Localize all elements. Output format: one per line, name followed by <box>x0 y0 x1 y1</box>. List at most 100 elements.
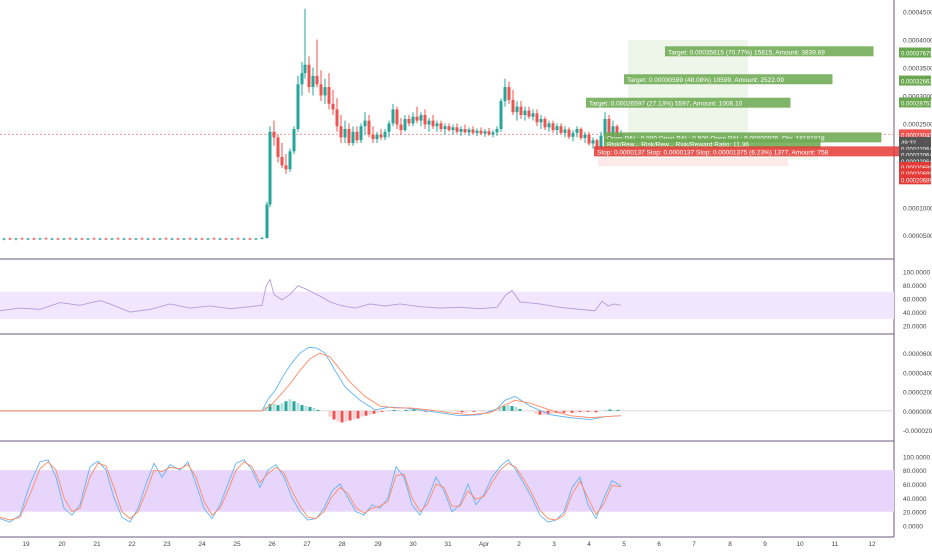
candle <box>399 117 403 135</box>
time-tick-label: 20 <box>58 541 66 548</box>
candle <box>323 78 327 104</box>
candle <box>140 237 144 240</box>
trade-label-box <box>624 74 833 85</box>
time-tick-label: 6 <box>657 541 661 548</box>
candle <box>535 109 539 127</box>
candle <box>104 237 108 240</box>
candle <box>527 106 531 119</box>
candle-body <box>188 238 192 240</box>
price-pane: Target: 0.00035615 (70.77%) 15615, Amoun… <box>0 8 932 241</box>
candle-body <box>395 109 399 125</box>
candle <box>300 61 304 96</box>
candle-body <box>265 204 269 239</box>
macd-histogram-bar <box>424 410 428 412</box>
macd-histogram-bar <box>276 405 280 411</box>
candle-body <box>599 135 603 149</box>
candle-body <box>331 103 335 110</box>
macd-histogram-bar <box>376 410 380 413</box>
time-tick-label: 2 <box>517 541 521 548</box>
candle-body <box>375 134 379 140</box>
macd-histogram-bar <box>594 410 598 413</box>
macd-histogram-bar <box>518 408 522 411</box>
candle-body <box>74 238 78 240</box>
candle <box>62 238 66 240</box>
candle <box>122 238 126 240</box>
macd-histogram-bar <box>586 410 590 412</box>
candle <box>134 238 138 240</box>
candle <box>280 142 284 169</box>
time-tick-label: 19 <box>22 541 30 548</box>
candle <box>74 238 78 240</box>
candle-body <box>367 120 371 135</box>
candle <box>86 238 90 240</box>
time-tick-label: 3 <box>552 541 556 548</box>
candle <box>475 128 479 137</box>
time-tick-label: 9 <box>763 541 767 548</box>
candle <box>423 109 427 129</box>
macd-histogram-bar <box>506 405 510 411</box>
stochastic-tick-label: 0.0000 <box>903 524 923 531</box>
candle <box>463 124 467 134</box>
candle <box>254 238 258 240</box>
rsi-band <box>0 291 894 319</box>
candle-body <box>280 156 284 166</box>
candle <box>32 237 36 240</box>
candle <box>26 238 30 240</box>
candle-body <box>50 238 54 240</box>
stochastic-line <box>0 461 622 521</box>
stochastic-tick-label: 100.0000 <box>903 454 930 461</box>
time-tick-label: 30 <box>409 541 417 548</box>
time-axis: 19 20 21 22 23 24 25 26 27 28 29 30 31 Apr 2 3 4 5 6 7 8 9 10 1… <box>22 541 876 548</box>
candle-body <box>355 131 359 141</box>
price-tag-box <box>899 129 931 140</box>
candle <box>435 120 439 132</box>
candle <box>503 78 507 107</box>
macd-histogram-bar <box>464 410 468 413</box>
macd-histogram-bar <box>356 410 360 419</box>
price-tag-box <box>899 155 931 166</box>
candle-body <box>146 238 150 240</box>
price-tag-box <box>899 168 931 179</box>
candle-body <box>491 132 495 135</box>
candle <box>20 237 24 240</box>
candle <box>427 117 431 132</box>
candle-body <box>443 126 447 129</box>
candle <box>543 116 547 131</box>
candle-body <box>531 113 535 117</box>
candle-body <box>527 110 531 117</box>
candle <box>50 238 54 240</box>
candle-body <box>475 130 479 133</box>
stochastic-band <box>0 470 894 512</box>
candle <box>158 238 162 240</box>
candle <box>519 101 523 119</box>
candle-body <box>391 109 395 124</box>
time-tick-label: 31 <box>444 541 452 548</box>
candle <box>268 126 272 208</box>
candle <box>355 126 359 143</box>
candle-body <box>399 124 403 131</box>
trade-label-text: Target: 0.00035615 (70.77%) 15615, Amoun… <box>668 49 825 56</box>
candle-body <box>515 106 519 113</box>
candle <box>351 126 355 146</box>
stochastic-tick-label: 20.0000 <box>903 510 927 517</box>
macd-histogram-bar <box>582 410 586 413</box>
candle-body <box>383 131 387 138</box>
candle <box>591 137 595 149</box>
candle <box>459 126 463 136</box>
candle-body <box>8 238 12 240</box>
candle <box>218 238 222 240</box>
candle-body <box>523 110 527 116</box>
candle <box>335 98 339 132</box>
macd-histogram-bar <box>550 410 554 414</box>
macd-histogram-bar <box>372 410 376 414</box>
macd-histogram-bar <box>608 409 612 411</box>
candle <box>383 129 387 141</box>
candle-body <box>284 165 288 170</box>
time-tick-label: 11 <box>832 541 839 548</box>
candle <box>539 115 543 129</box>
candle <box>579 127 583 141</box>
candle-body <box>339 126 343 138</box>
candle-body <box>571 132 575 137</box>
